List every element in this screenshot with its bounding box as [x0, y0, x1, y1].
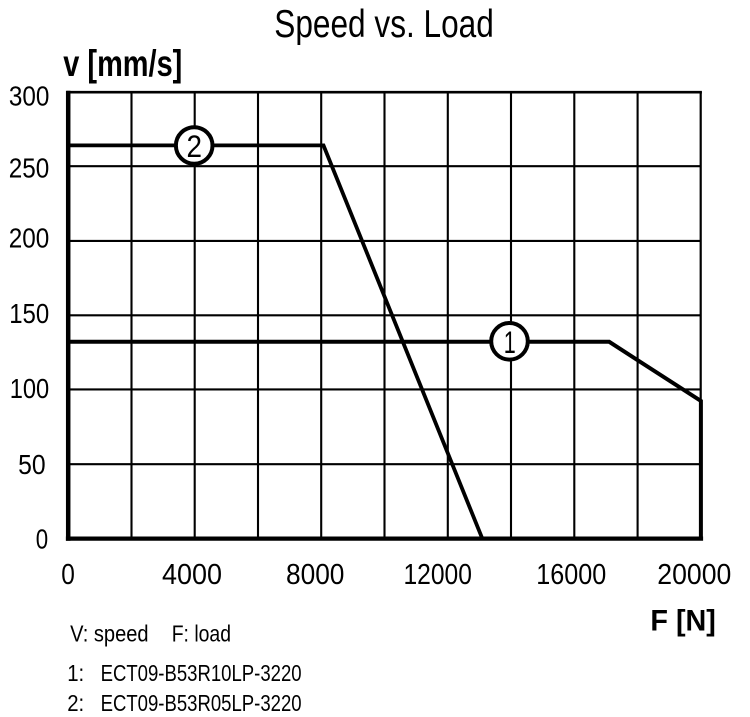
svg-text:250: 250	[9, 153, 50, 184]
svg-text:F: load: F: load	[172, 621, 231, 647]
svg-text:8000: 8000	[286, 559, 345, 591]
svg-text:12000: 12000	[403, 559, 472, 591]
svg-text:16000: 16000	[536, 559, 606, 591]
svg-text:0: 0	[36, 524, 48, 555]
svg-text:0: 0	[61, 559, 75, 591]
svg-text:ECT09-B53R10LP-3220: ECT09-B53R10LP-3220	[101, 660, 302, 686]
svg-text:2: 2	[186, 128, 202, 164]
svg-text:Speed vs. Load: Speed vs. Load	[274, 3, 494, 46]
svg-text:ECT09-B53R05LP-3220: ECT09-B53R05LP-3220	[101, 690, 302, 716]
svg-text:4000: 4000	[162, 559, 222, 591]
svg-text:50: 50	[18, 449, 46, 480]
svg-text:300: 300	[9, 81, 50, 112]
svg-text:200: 200	[9, 222, 50, 253]
svg-text:20000: 20000	[657, 559, 731, 591]
svg-text:2:: 2:	[67, 690, 84, 716]
svg-text:1:: 1:	[67, 660, 84, 686]
svg-text:100: 100	[10, 373, 50, 404]
svg-text:v [mm/s]: v [mm/s]	[63, 42, 182, 84]
svg-text:F [N]: F [N]	[650, 604, 716, 637]
svg-text:V: speed: V: speed	[70, 621, 149, 647]
svg-text:150: 150	[9, 298, 49, 329]
svg-text:1: 1	[504, 324, 516, 360]
